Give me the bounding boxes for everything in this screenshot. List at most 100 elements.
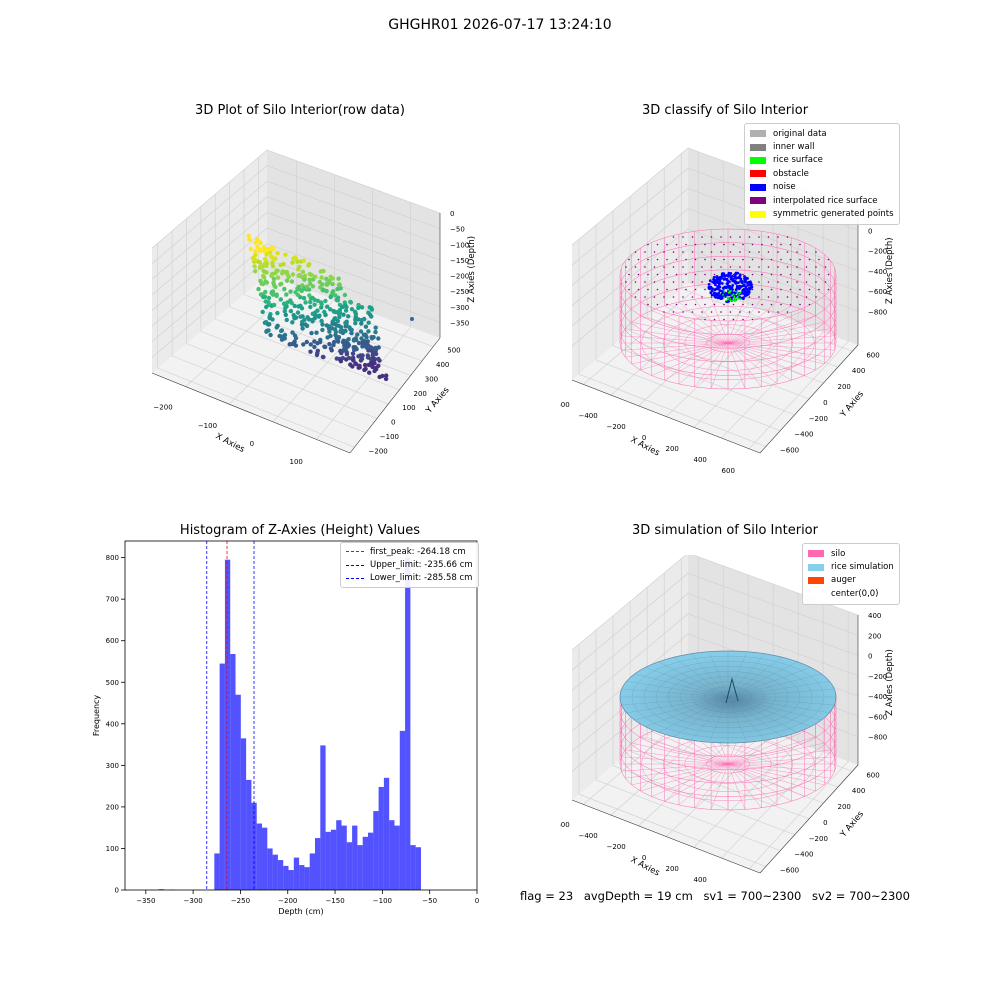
histogram-bar bbox=[373, 811, 379, 890]
legend-label: Upper_limit: -235.66 cm bbox=[370, 560, 473, 571]
noise-point bbox=[727, 280, 731, 283]
surface-point bbox=[742, 258, 744, 261]
silo-floor-ring bbox=[684, 324, 772, 362]
x-axis-label: X Axies bbox=[214, 431, 247, 455]
silo-floor-ring bbox=[641, 305, 815, 380]
data-point bbox=[292, 303, 297, 309]
rice-point bbox=[734, 299, 737, 302]
data-point bbox=[320, 327, 325, 333]
noise-point bbox=[710, 289, 714, 293]
legend-entry: obstacle bbox=[750, 167, 894, 180]
surface-point bbox=[710, 236, 713, 238]
surface-point bbox=[770, 303, 773, 306]
data-point bbox=[295, 310, 301, 315]
data-point bbox=[282, 332, 288, 338]
surface-point bbox=[815, 281, 817, 283]
data-point bbox=[298, 314, 303, 319]
surface-point bbox=[685, 288, 687, 291]
data-point bbox=[275, 250, 280, 256]
noise-point bbox=[731, 284, 735, 287]
surface-point bbox=[742, 243, 744, 246]
data-point bbox=[362, 362, 368, 368]
noise-point bbox=[726, 300, 730, 304]
data-point bbox=[377, 374, 382, 380]
data-point bbox=[320, 322, 325, 327]
data-point bbox=[308, 349, 313, 354]
noise-point bbox=[714, 287, 718, 291]
surface-point bbox=[663, 251, 665, 253]
surface-point bbox=[666, 258, 668, 261]
data-point bbox=[279, 281, 284, 286]
data-point bbox=[308, 299, 313, 305]
data-point bbox=[288, 298, 293, 303]
data-point bbox=[343, 308, 349, 313]
surface-point bbox=[789, 273, 792, 276]
legend-line-swatch bbox=[346, 551, 364, 553]
noise-point bbox=[744, 278, 748, 282]
data-point bbox=[342, 341, 348, 346]
histogram-bar bbox=[383, 777, 390, 890]
data-point bbox=[335, 339, 341, 344]
surface-point bbox=[647, 303, 649, 306]
surface-point bbox=[713, 303, 716, 306]
grid-line bbox=[571, 555, 859, 651]
surface-point bbox=[685, 303, 687, 306]
x-tick-label: 400 bbox=[694, 876, 707, 884]
surface-point bbox=[644, 281, 646, 283]
histogram-bar bbox=[352, 825, 358, 890]
data-point bbox=[362, 316, 367, 322]
auger-shape bbox=[725, 677, 739, 704]
grid-line bbox=[200, 331, 389, 405]
data-point bbox=[304, 339, 309, 345]
noise-point bbox=[741, 289, 745, 292]
x-axis-label: Depth (cm) bbox=[278, 907, 323, 916]
mesh-spoke bbox=[645, 696, 729, 727]
legend-swatch bbox=[750, 197, 766, 205]
noise-point bbox=[739, 277, 743, 281]
panel4-3d-plot[interactable]: −600−400−2000200400600−600−400−200020040… bbox=[560, 555, 920, 885]
surface-point bbox=[824, 266, 827, 268]
rice-point bbox=[723, 290, 726, 293]
surface-point bbox=[691, 281, 694, 283]
data-point bbox=[341, 312, 346, 317]
rice-point bbox=[723, 296, 725, 299]
data-point bbox=[303, 300, 308, 305]
panel1-3d-plot[interactable]: −200 −100 0 100 −200 −100 0 100 200 300 400 500 0 −50… bbox=[140, 135, 500, 475]
histogram-legend: first_peak: -264.18 cm Upper_limit: -235.… bbox=[340, 542, 479, 589]
silo-floor-line bbox=[651, 310, 729, 344]
surface-point bbox=[805, 281, 808, 283]
grid-line bbox=[186, 343, 378, 419]
data-point bbox=[384, 373, 389, 378]
surface-point bbox=[644, 251, 646, 253]
data-point bbox=[333, 293, 338, 298]
histogram-chart[interactable]: −350 −300 −250 −200 −150 −100 −50 0 0 100 200 300 40… bbox=[85, 535, 485, 920]
data-point bbox=[353, 321, 358, 326]
y-tick-label: 0 bbox=[115, 887, 119, 895]
data-point bbox=[261, 245, 267, 250]
legend-entry: inner wall bbox=[750, 140, 894, 153]
data-point bbox=[337, 310, 343, 316]
surface-point bbox=[748, 296, 751, 298]
surface-point bbox=[786, 251, 789, 253]
grid-line bbox=[571, 208, 859, 306]
y-tick-label: 100 bbox=[106, 845, 119, 853]
data-point bbox=[370, 350, 375, 355]
data-point bbox=[271, 276, 277, 282]
data-point bbox=[348, 362, 353, 367]
surface-point bbox=[808, 303, 811, 306]
histogram-bar bbox=[315, 838, 321, 890]
surface-point bbox=[808, 258, 811, 261]
surface-point bbox=[663, 296, 665, 298]
grid-line bbox=[151, 227, 441, 327]
data-point bbox=[376, 336, 381, 341]
data-point bbox=[383, 376, 389, 382]
data-point bbox=[313, 310, 318, 315]
plot-frame bbox=[124, 540, 478, 891]
data-point bbox=[286, 274, 291, 280]
data-point bbox=[282, 309, 287, 314]
grid-line bbox=[571, 228, 859, 327]
legend-line-swatch bbox=[346, 564, 364, 566]
noise-point bbox=[743, 275, 746, 278]
data-point bbox=[273, 271, 278, 276]
data-point bbox=[253, 240, 258, 245]
